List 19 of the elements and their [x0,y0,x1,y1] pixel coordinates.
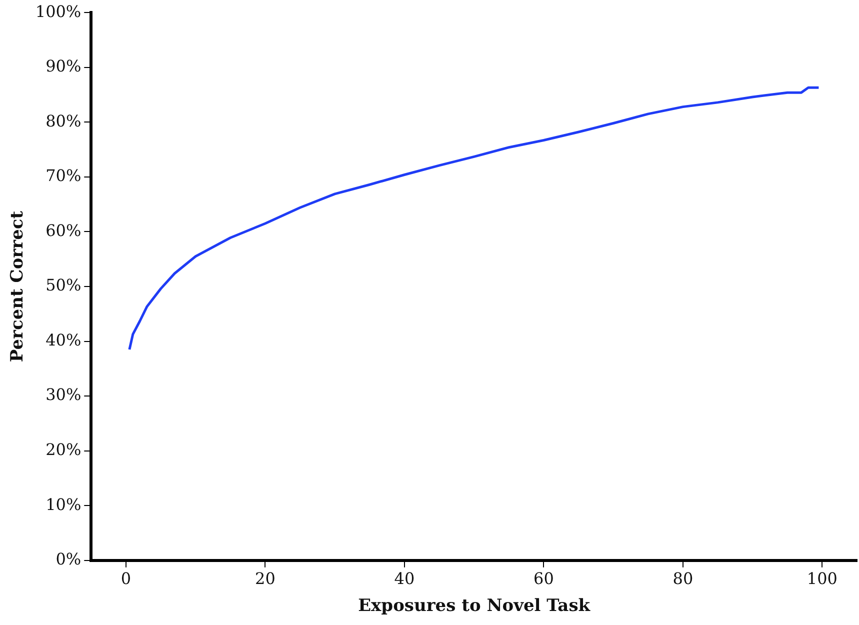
y-tick-label: 90% [46,56,82,76]
x-tick-label: 20 [255,569,276,588]
x-axis-title: Exposures to Novel Task [358,596,592,616]
y-axis-title: Percent Correct [8,210,28,362]
x-tick-label: 40 [394,569,415,588]
x-tick-label: 60 [534,569,554,588]
y-tick-label: 80% [46,111,82,130]
x-tick-label: 0 [120,569,132,588]
y-tick-label: 60% [46,220,82,240]
x-tick-label: 100 [806,569,838,588]
y-tick-label: 100% [35,2,82,21]
y-tick-label: 10% [46,494,82,514]
y-tick-label: 20% [46,440,82,459]
y-tick-label: 50% [46,276,82,295]
y-tick-label: 30% [46,385,82,404]
y-tick-label: 40% [46,330,82,350]
x-tick-label: 80 [672,569,694,588]
y-tick-label: 70% [46,166,82,186]
y-tick-label: 0% [56,550,82,569]
